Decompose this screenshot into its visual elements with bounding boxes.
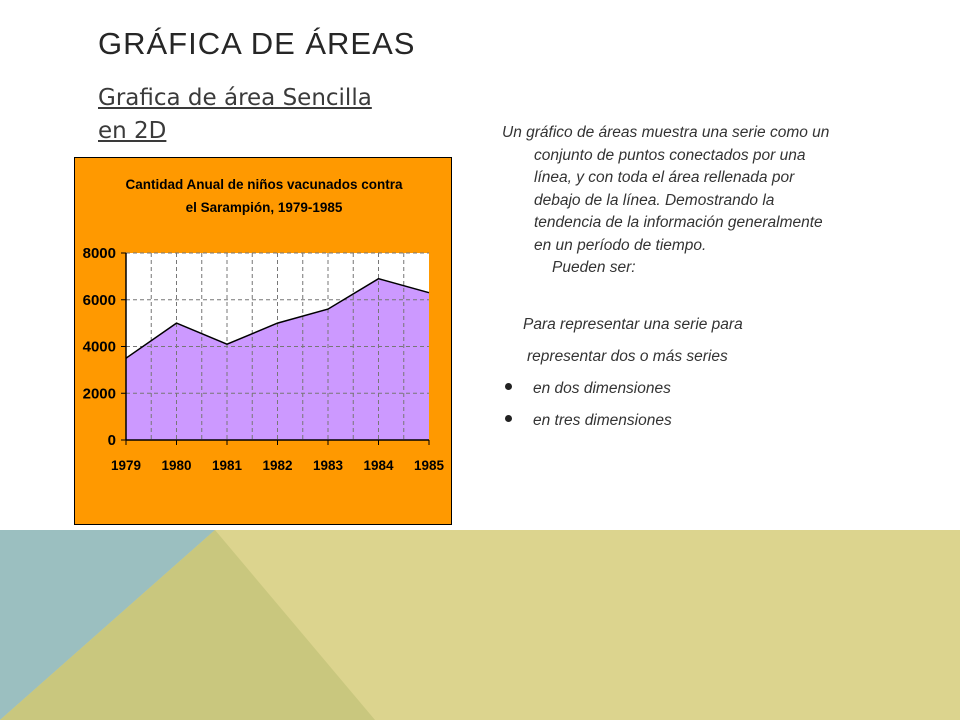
y-tick-label: 6000 [83, 292, 116, 309]
list-item: en dos dimensiones [505, 377, 743, 409]
list-item-label: en tres dimensiones [533, 412, 672, 429]
x-tick-label: 1982 [263, 457, 293, 473]
chart-title-line: el Sarampión, 1979-1985 [186, 200, 343, 215]
decor-olive-shape [0, 530, 375, 720]
description: Un gráfico de áreas muestra una serie co… [502, 122, 832, 280]
x-tick-label: 1981 [212, 457, 242, 473]
x-tick-label: 1983 [313, 457, 343, 473]
list-line-1: Para representar una serie para [523, 316, 743, 333]
area-chart-frame: Cantidad Anual de niños vacunados contra… [74, 157, 452, 525]
chart-title-line: Cantidad Anual de niños vacunados contra [125, 177, 403, 192]
list-line-2: representar dos o más series [527, 348, 728, 365]
x-tick-label: 1979 [111, 457, 141, 473]
x-tick-label: 1985 [414, 457, 444, 473]
y-tick-label: 0 [108, 432, 116, 449]
area-chart: Cantidad Anual de niños vacunados contra… [83, 177, 445, 473]
list-item: en tres dimensiones [505, 409, 743, 441]
x-tick-label: 1980 [162, 457, 192, 473]
y-tick-label: 8000 [83, 245, 116, 262]
description-paragraph: Un gráfico de áreas muestra una serie co… [502, 124, 830, 254]
series-line [125, 277, 430, 359]
y-tick-label: 2000 [83, 385, 116, 402]
decorative-footer-shapes [0, 530, 960, 720]
bullet-icon [505, 383, 512, 390]
description-pueden: Pueden ser: [552, 259, 636, 276]
y-tick-label: 4000 [83, 339, 116, 356]
slide-subtitle-link[interactable]: Grafica de área Sencilla en 2D [98, 85, 372, 144]
types-list: Para representar una serie para represen… [505, 313, 743, 441]
slide-title: GRÁFICA DE ÁREAS [98, 26, 416, 61]
list-item-label: en dos dimensiones [533, 380, 671, 397]
bullet-icon [505, 415, 512, 422]
x-tick-label: 1984 [364, 457, 394, 473]
